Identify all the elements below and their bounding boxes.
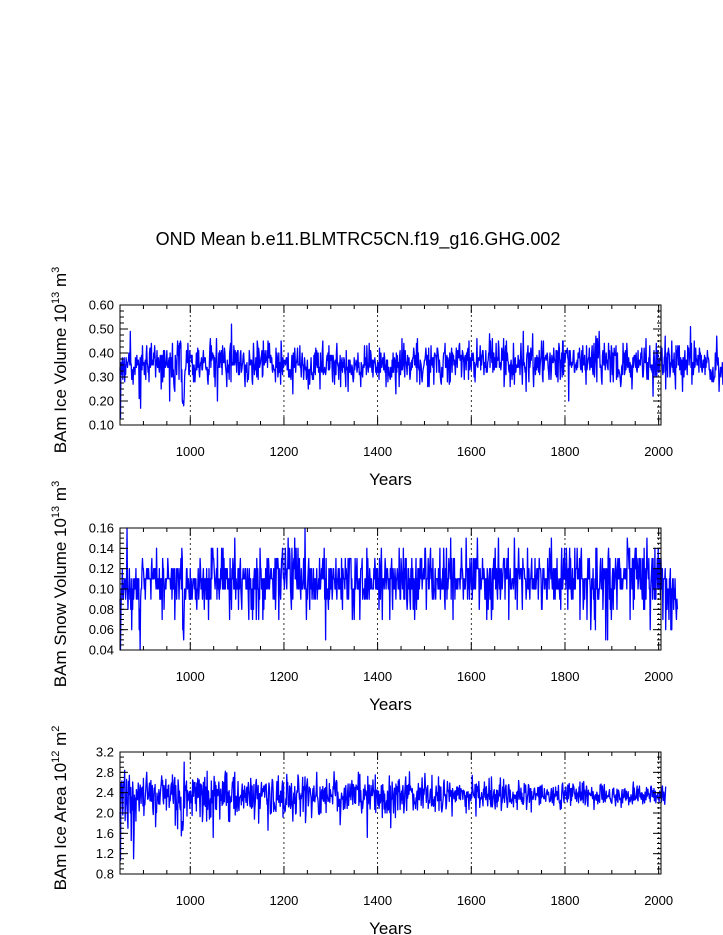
ice-area-x-tick-label: 1600	[457, 893, 486, 908]
snow-volume-x-tick-label: 2000	[644, 669, 673, 684]
snow-volume-y-tick-label: 0.12	[89, 561, 114, 576]
ice-volume-y-axis-title-superscript: 13	[50, 292, 62, 304]
ice-volume-x-tick-label: 1400	[363, 444, 392, 459]
snow-volume-y-tick-label: 0.10	[89, 582, 114, 597]
ice-area-y-tick-label: 0.8	[96, 867, 114, 882]
ice-area-y-axis-title-superscript: 2	[50, 726, 62, 732]
ice-area-y-tick-label: 2.4	[96, 785, 114, 800]
snow-volume-y-tick-label: 0.14	[89, 541, 114, 556]
ice-area-x-tick-label: 1000	[176, 893, 205, 908]
snow-volume-y-tick-label: 0.16	[89, 521, 114, 536]
ice-area-x-tick-label: 1800	[551, 893, 580, 908]
ice-volume-y-axis-title: BAm Ice Volume 1013 m3	[50, 267, 70, 454]
ice-area-panel: 1000 1200 1400 1600 1800 2000 0.8 1.2 1.6 2.0 2.4 2…	[50, 726, 673, 935]
snow-volume-y-axis-title: BAm Snow Volume 1013 m3	[50, 481, 70, 687]
ice-area-y-tick-label: 1.2	[96, 846, 114, 861]
ice-area-x-tick-label: 2000	[644, 893, 673, 908]
ice-area-x-tick-label: 1200	[269, 893, 298, 908]
ice-area-y-tick-label: 3.2	[96, 745, 114, 760]
snow-volume-y-axis-title-superscript: 3	[50, 481, 62, 487]
ice-volume-y-tick-label: 0.40	[89, 346, 114, 361]
ice-volume-x-tick-label: 1800	[551, 444, 580, 459]
ice-area-series-line	[119, 761, 667, 861]
snow-volume-y-axis-title-part: m	[51, 487, 70, 506]
ice-volume-panel: 1000 1200 1400 1600 1800 2000 0.10 0.20 0.30 0.40…	[50, 267, 723, 489]
ice-volume-x-tick-label: 1600	[457, 444, 486, 459]
snow-volume-x-tick-label: 1600	[457, 669, 486, 684]
ice-area-y-tick-label: 2.8	[96, 765, 114, 780]
ice-area-y-axis-title-superscript: 12	[50, 751, 62, 763]
snow-volume-y-axis-title-part: BAm Snow Volume 10	[51, 518, 70, 687]
ice-volume-y-tick-label: 0.60	[89, 298, 114, 313]
ice-area-y-axis-title: BAm Ice Area 1012 m2	[50, 726, 70, 891]
snow-volume-panel: 1000 1200 1400 1600 1800 2000 0.04 0.06 0.08 0.10…	[50, 481, 679, 714]
ice-area-x-axis-title: Years	[369, 919, 412, 935]
ice-volume-y-axis-title-part: m	[51, 273, 70, 292]
ice-volume-y-axis-title-part: BAm Ice Volume 10	[51, 304, 70, 453]
ice-area-y-axis-title-part: BAm Ice Area 10	[51, 763, 70, 891]
snow-volume-x-tick-label: 1000	[176, 669, 205, 684]
snow-volume-y-tick-label: 0.04	[89, 643, 114, 658]
ice-volume-y-tick-label: 0.10	[89, 418, 114, 433]
snow-volume-x-axis-title: Years	[369, 695, 412, 714]
ice-volume-x-tick-label: 2000	[644, 444, 673, 459]
ice-volume-x-axis-title: Years	[369, 470, 412, 489]
snow-volume-x-tick-label: 1800	[551, 669, 580, 684]
ice-volume-y-tick-label: 0.30	[89, 370, 114, 385]
ice-volume-y-axis-title-superscript: 3	[50, 267, 62, 273]
snow-volume-y-tick-label: 0.08	[89, 602, 114, 617]
ice-area-y-tick-label: 2.0	[96, 806, 114, 821]
snow-volume-series-line	[119, 527, 679, 651]
ice-volume-x-tick-label: 1000	[176, 444, 205, 459]
figure-title: OND Mean b.e11.BLMTRC5CN.f19_g16.GHG.002	[156, 229, 561, 250]
ice-area-y-axis-title-part: m	[51, 732, 70, 751]
snow-volume-x-tick-label: 1400	[363, 669, 392, 684]
ice-volume-series-line	[119, 323, 723, 419]
snow-volume-y-axis-title-superscript: 13	[50, 506, 62, 518]
ice-volume-y-tick-label: 0.50	[89, 322, 114, 337]
snow-volume-y-tick-label: 0.06	[89, 622, 114, 637]
ice-area-x-tick-label: 1400	[363, 893, 392, 908]
ice-area-y-tick-label: 1.6	[96, 826, 114, 841]
ice-volume-x-tick-label: 1200	[269, 444, 298, 459]
ice-volume-y-tick-label: 0.20	[89, 394, 114, 409]
snow-volume-x-tick-label: 1200	[269, 669, 298, 684]
